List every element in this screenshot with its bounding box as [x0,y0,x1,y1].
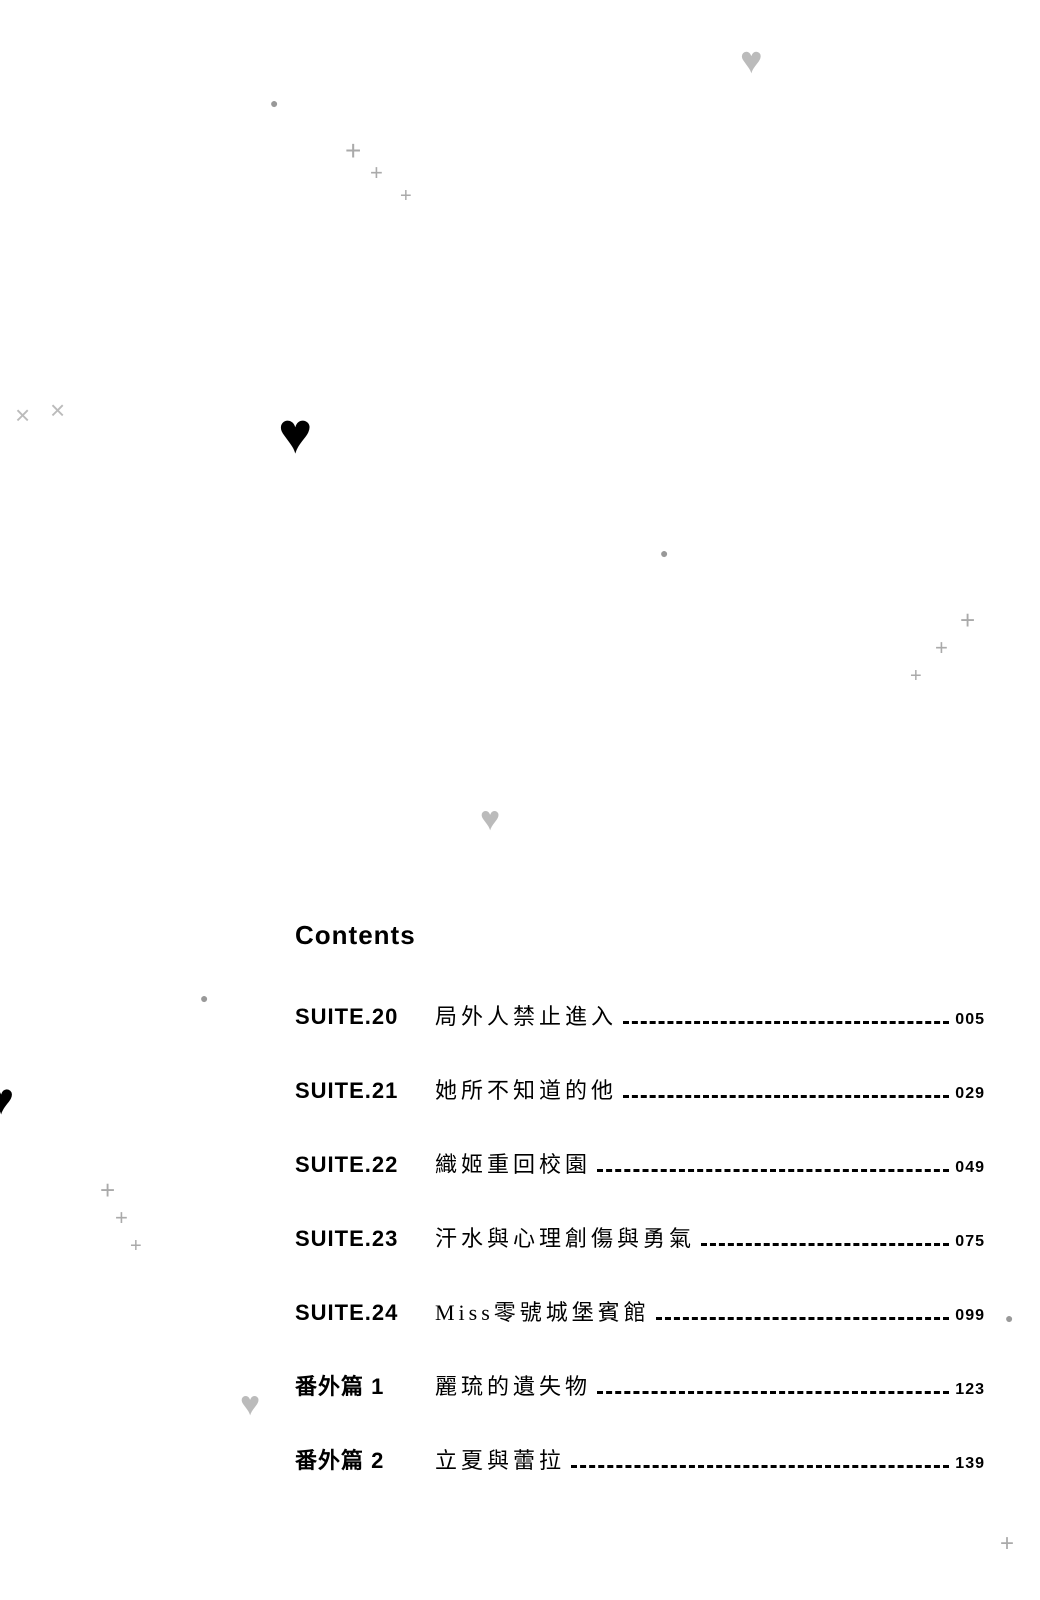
toc-leader [656,1317,949,1320]
decoration-glyph: × [15,400,30,431]
decoration-glyph: ♥ [278,400,312,467]
toc-label: SUITE.24 [295,1300,435,1326]
toc-leader [597,1391,949,1394]
toc-title: 麗琉的遺失物 [435,1369,591,1401]
decoration-glyph: ● [1005,1310,1013,1326]
toc-title: 汗水與心理創傷與勇氣 [435,1221,695,1253]
toc-page-number: 075 [955,1233,985,1251]
toc-row: 番外篇 1麗琉的遺失物 123 [295,1369,985,1401]
toc-leader [701,1243,949,1246]
contents-heading: Contents [295,920,985,951]
toc-list: SUITE.20局外人禁止進入005SUITE.21她所不知道的他029SUIT… [295,999,985,1475]
toc-page-number: 123 [955,1381,985,1399]
decoration-glyph: ♥ [240,1385,260,1424]
decoration-glyph: + [400,185,412,208]
toc-title: 織姬重回校園 [435,1147,591,1179]
decoration-glyph: ● [270,95,278,111]
toc-title: 局外人禁止進入 [435,999,617,1031]
decoration-glyph: ● [200,990,208,1006]
toc-row: SUITE.24Miss零號城堡賓館 099 [295,1295,985,1327]
toc-leader [571,1465,949,1468]
toc-row: SUITE.21她所不知道的他 029 [295,1073,985,1105]
toc-page-number: 029 [955,1085,985,1103]
decoration-glyph: + [345,135,361,167]
toc-label: 番外篇 2 [295,1443,435,1475]
toc-page-number: 049 [955,1159,985,1177]
toc-row: SUITE.22織姬重回校園 049 [295,1147,985,1179]
table-of-contents: Contents SUITE.20局外人禁止進入 005 SUITE.21她所不知道… [295,920,985,1517]
toc-title: Miss零號城堡賓館 [435,1295,650,1327]
toc-label: SUITE.23 [295,1226,435,1252]
decoration-glyph: + [370,160,383,186]
decoration-glyph: ♥ [480,800,500,839]
toc-row: 番外篇 2立夏與蕾拉 139 [295,1443,985,1475]
decoration-glyph: + [910,665,922,688]
toc-page-number: 099 [955,1307,985,1325]
decoration-glyph: + [960,605,975,636]
toc-leader [597,1169,949,1172]
decoration-glyph: + [100,1175,115,1206]
toc-label: SUITE.21 [295,1078,435,1104]
toc-label: SUITE.20 [295,1004,435,1030]
decoration-glyph: + [935,635,948,661]
toc-title: 她所不知道的他 [435,1073,617,1105]
decoration-glyph: ♥ [740,40,763,83]
decoration-glyph: × [50,395,65,426]
toc-label: SUITE.22 [295,1152,435,1178]
decoration-glyph: + [1000,1530,1014,1558]
toc-page-number: 005 [955,1011,985,1029]
decoration-glyph: ♥ [0,1075,14,1125]
toc-leader [623,1095,949,1098]
toc-label: 番外篇 1 [295,1369,435,1401]
toc-leader [623,1021,949,1024]
toc-title: 立夏與蕾拉 [435,1443,565,1475]
decoration-glyph: + [130,1235,142,1258]
decoration-glyph: ● [660,545,668,561]
decoration-glyph: + [115,1205,128,1231]
toc-page-number: 139 [955,1455,985,1473]
toc-row: SUITE.23汗水與心理創傷與勇氣 075 [295,1221,985,1253]
toc-row: SUITE.20局外人禁止進入 005 [295,999,985,1031]
